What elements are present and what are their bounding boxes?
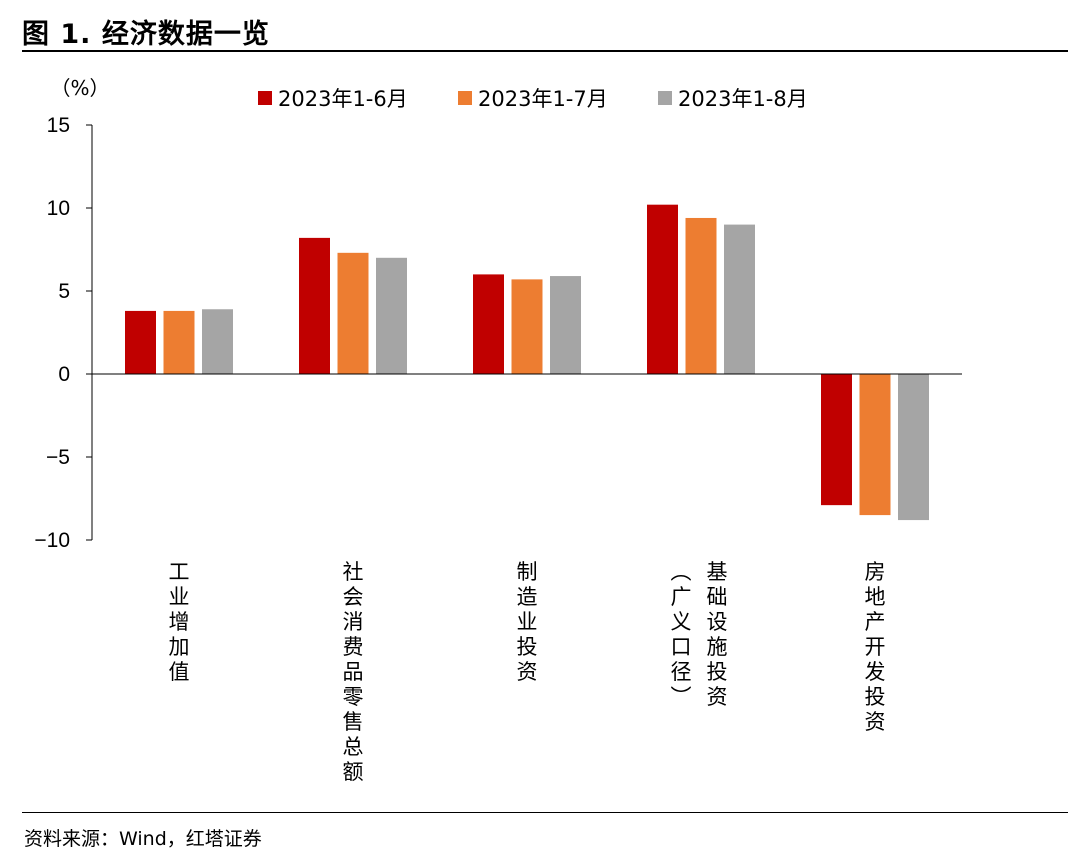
bar-1-cat-4 xyxy=(647,204,678,374)
legend-label: 2023年1-7月 xyxy=(478,87,608,111)
x-category-sublabel: ︵ 广义口径 ︶ xyxy=(670,560,692,709)
bar-1-cat-1 xyxy=(125,310,156,374)
y-tick-label: −10 xyxy=(34,529,70,552)
bar-1-cat-3 xyxy=(473,274,504,374)
bar-3-cat-1 xyxy=(202,309,233,374)
source-note: 资料来源：Wind，红塔证券 xyxy=(24,828,262,850)
x-category-label: 制造业投资 xyxy=(516,560,538,684)
x-category-label: 房地产开发投资 xyxy=(864,560,886,734)
bar-chart: （%） 2023年1-6月 2023年1-7月 2023年1-8月 15 10 5 0 −5… xyxy=(34,76,962,552)
source-rule xyxy=(22,812,1068,813)
bars xyxy=(125,204,929,521)
bar-2-cat-3 xyxy=(511,279,543,374)
bar-3-cat-3 xyxy=(550,276,581,374)
bar-2-cat-5 xyxy=(859,374,891,516)
title-rule xyxy=(22,50,1068,52)
bar-1-cat-5 xyxy=(821,374,852,506)
x-category-label: 工业增加值 xyxy=(168,560,190,684)
y-tick-label: 5 xyxy=(58,280,70,303)
bar-3-cat-2 xyxy=(376,257,407,374)
bar-3-cat-4 xyxy=(724,224,755,374)
x-category-label: 基础设施投资 xyxy=(706,560,728,709)
figure-title: 图 1. 经济数据一览 xyxy=(22,19,270,50)
y-unit-label: （%） xyxy=(50,76,109,100)
bar-1-cat-2 xyxy=(299,237,330,374)
legend-swatch xyxy=(458,91,472,105)
legend-swatch xyxy=(658,91,672,105)
bar-2-cat-1 xyxy=(163,310,195,374)
bar-3-cat-5 xyxy=(898,374,929,521)
legend: 2023年1-6月 2023年1-7月 2023年1-8月 xyxy=(258,87,808,111)
y-tick-label: 10 xyxy=(47,197,70,220)
legend-label: 2023年1-6月 xyxy=(278,87,408,111)
bar-2-cat-4 xyxy=(685,217,717,374)
legend-swatch xyxy=(258,91,272,105)
y-axis: 15 10 5 0 −5 −10 xyxy=(34,114,93,552)
y-tick-label: −5 xyxy=(46,446,70,469)
bar-2-cat-2 xyxy=(337,252,369,374)
x-category-label: 社会消费品零售总额 xyxy=(342,560,364,784)
y-tick-label: 15 xyxy=(47,114,70,137)
y-tick-label: 0 xyxy=(58,363,70,386)
legend-label: 2023年1-8月 xyxy=(678,87,808,111)
